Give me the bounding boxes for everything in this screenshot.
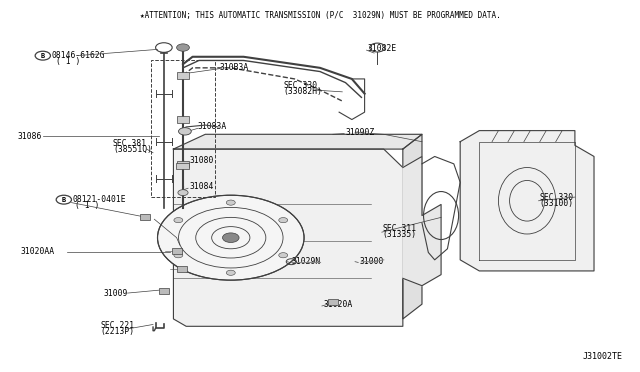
- FancyBboxPatch shape: [159, 288, 169, 294]
- Circle shape: [174, 218, 183, 223]
- Polygon shape: [403, 157, 441, 286]
- Text: 31009: 31009: [103, 289, 128, 298]
- Text: SEC.330: SEC.330: [540, 193, 574, 202]
- Text: 31000: 31000: [360, 257, 384, 266]
- Text: 31082E: 31082E: [368, 44, 397, 53]
- Text: ( 1 ): ( 1 ): [56, 57, 80, 66]
- Circle shape: [174, 253, 183, 258]
- Text: J31002TE: J31002TE: [582, 352, 623, 361]
- FancyBboxPatch shape: [177, 161, 189, 167]
- Text: 31029N: 31029N: [291, 257, 321, 266]
- FancyBboxPatch shape: [328, 299, 338, 305]
- Text: SEC.330: SEC.330: [283, 81, 317, 90]
- Text: 31080: 31080: [189, 155, 214, 165]
- Text: (2213P): (2213P): [100, 327, 134, 336]
- Text: ( 1 ): ( 1 ): [75, 201, 99, 210]
- Text: 31020AA: 31020AA: [20, 247, 54, 256]
- Text: (38551Q): (38551Q): [113, 145, 152, 154]
- Polygon shape: [403, 134, 422, 319]
- Text: 310B3A: 310B3A: [220, 63, 249, 72]
- Polygon shape: [460, 131, 594, 271]
- FancyBboxPatch shape: [177, 266, 187, 272]
- FancyBboxPatch shape: [140, 214, 150, 220]
- Text: ★ATTENTION; THIS AUTOMATIC TRANSMISSION (P/C  31029N) MUST BE PROGRAMMED DATA.: ★ATTENTION; THIS AUTOMATIC TRANSMISSION …: [140, 11, 500, 20]
- Circle shape: [279, 218, 287, 223]
- Text: 31090Z: 31090Z: [346, 128, 375, 137]
- Text: 31086: 31086: [17, 132, 42, 141]
- Circle shape: [279, 253, 287, 258]
- Polygon shape: [173, 134, 422, 149]
- Circle shape: [157, 195, 304, 280]
- Text: B: B: [41, 53, 45, 59]
- Text: SEC.381: SEC.381: [113, 139, 147, 148]
- FancyBboxPatch shape: [177, 116, 189, 123]
- Text: 31020A: 31020A: [323, 300, 353, 310]
- Text: 08121-0401E: 08121-0401E: [73, 195, 126, 204]
- Text: (33082H): (33082H): [283, 87, 322, 96]
- Circle shape: [179, 128, 191, 135]
- Text: 31083A: 31083A: [198, 122, 227, 131]
- Circle shape: [178, 190, 188, 196]
- Text: 31084: 31084: [189, 182, 214, 191]
- Text: SEC.311: SEC.311: [383, 224, 417, 233]
- Text: B: B: [61, 197, 66, 203]
- Text: (33100): (33100): [540, 199, 574, 208]
- Circle shape: [227, 200, 236, 205]
- Text: (31335): (31335): [383, 230, 417, 239]
- Text: SEC.221: SEC.221: [100, 321, 134, 330]
- Circle shape: [177, 44, 189, 51]
- Text: 08146-6162G: 08146-6162G: [51, 51, 105, 60]
- FancyBboxPatch shape: [172, 248, 182, 254]
- Polygon shape: [173, 149, 403, 326]
- FancyBboxPatch shape: [176, 163, 189, 169]
- Circle shape: [227, 270, 236, 275]
- FancyBboxPatch shape: [177, 72, 189, 78]
- Circle shape: [223, 233, 239, 243]
